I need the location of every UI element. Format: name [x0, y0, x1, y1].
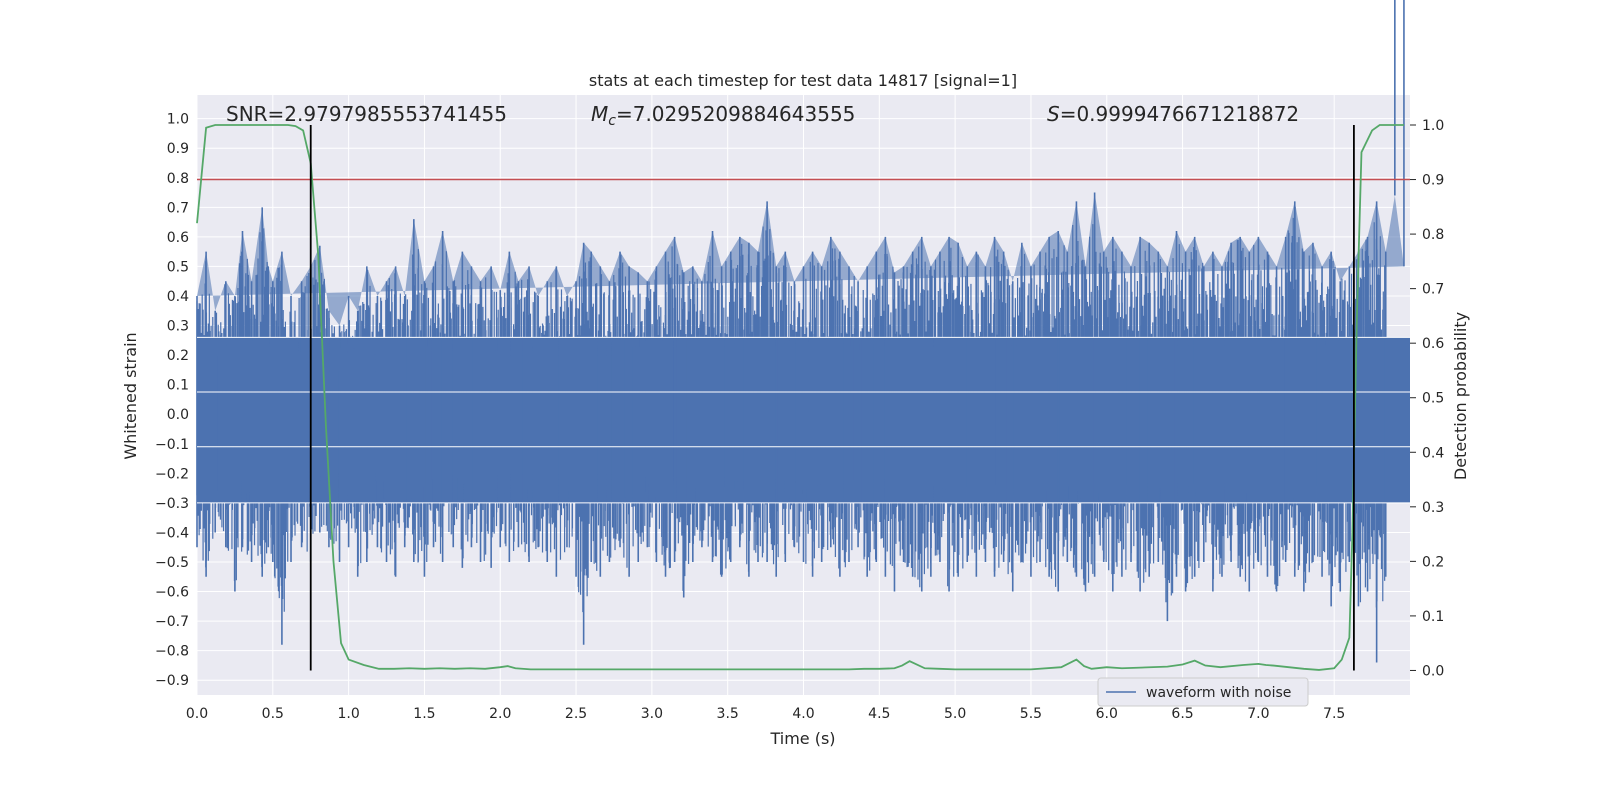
detection-probability-line	[196, 124, 1404, 671]
chirp-mass-symbol: M	[591, 102, 608, 126]
x-tick-label: 1.0	[337, 706, 359, 722]
vertical-markers	[309, 125, 1355, 671]
score-symbol: S	[1047, 102, 1060, 126]
y2-tick-label: 0.6	[1422, 336, 1444, 352]
y-tick-label: 0.9	[167, 141, 189, 157]
x-tick-label: 0.0	[186, 706, 208, 722]
y-tick-label: 0.2	[167, 348, 189, 364]
y-tick-label: 0.7	[167, 200, 189, 216]
y2-tick-label: 0.8	[1422, 227, 1444, 243]
chart-title: stats at each timestep for test data 148…	[589, 71, 1017, 90]
x-axis-label: Time (s)	[769, 729, 835, 748]
y-tick-label: 0.8	[167, 171, 189, 187]
x-tick-label: 7.5	[1323, 706, 1345, 722]
y-tick-label: −0.8	[155, 644, 189, 660]
y2-tick-label: 1.0	[1422, 118, 1444, 134]
y-tick-label: −0.9	[155, 673, 189, 689]
x-tick-label: 2.5	[565, 706, 587, 722]
y-tick-label: 0.6	[167, 230, 189, 246]
detection-probability-series	[196, 124, 1404, 671]
x-tick-label: 6.5	[1171, 706, 1193, 722]
x-tick-label: 2.0	[489, 706, 511, 722]
y2-tick-label: 0.2	[1422, 554, 1444, 570]
y2-axis-ticks: 1.0 0.9 0.8 0.7 0.6 0.5 0.4 0.3 0.2 0.1 0.0	[1410, 118, 1444, 679]
x-tick-label: 5.0	[944, 706, 966, 722]
x-tick-label: 6.0	[1096, 706, 1118, 722]
legend-box	[1097, 677, 1309, 707]
y-tick-label: 0.4	[167, 289, 189, 305]
chirp-mass-subscript: c	[608, 113, 616, 129]
x-tick-label: 4.5	[868, 706, 890, 722]
y-tick-label: 0.3	[167, 319, 189, 335]
chirp-mass-annotation: Mc=7.0295209884643555	[591, 102, 855, 129]
legend-label: waveform with noise	[1146, 685, 1291, 701]
y-axis-ticks: 1.0 0.9 0.8 0.7 0.6 0.5 0.4 0.3 0.2 0.1 0.0 −0.1 −0.…	[155, 112, 189, 690]
y2-tick-label: 0.0	[1422, 663, 1444, 679]
x-tick-label: 5.5	[1020, 706, 1042, 722]
y2-axis-label: Detection probability	[1451, 312, 1470, 480]
chirp-mass-value: =7.0295209884643555	[616, 102, 855, 126]
y-tick-label: −0.5	[155, 555, 189, 571]
y2-tick-label: 0.4	[1422, 445, 1444, 461]
y-tick-label: −0.1	[155, 437, 189, 453]
y-tick-label: −0.2	[155, 466, 189, 482]
x-tick-label: 7.0	[1247, 706, 1269, 722]
y2-tick-label: 0.3	[1422, 500, 1444, 516]
x-tick-label: 3.5	[717, 706, 739, 722]
score-annotation: S=0.9999476671218872	[1047, 102, 1299, 126]
y2-tick-label: 0.9	[1422, 173, 1444, 189]
score-value: =0.9999476671218872	[1060, 102, 1299, 126]
x-tick-label: 0.5	[262, 706, 284, 722]
y-tick-label: 0.5	[167, 259, 189, 275]
y2-tick-label: 0.7	[1422, 282, 1444, 298]
y-tick-label: −0.3	[155, 496, 189, 512]
y-axis-label: Whitened strain	[121, 332, 140, 459]
waveform-with-noise-series	[196, 0, 1410, 663]
y-tick-label: 0.1	[167, 378, 189, 394]
y-tick-label: 1.0	[167, 112, 189, 128]
y-tick-label: −0.7	[155, 614, 189, 630]
x-tick-label: 3.0	[641, 706, 663, 722]
x-tick-label: 1.5	[413, 706, 435, 722]
y-tick-label: −0.6	[155, 585, 189, 601]
y-tick-label: −0.4	[155, 525, 189, 541]
x-tick-label: 4.0	[792, 706, 814, 722]
y2-tick-label: 0.5	[1422, 391, 1444, 407]
x-axis-ticks: 0.0 0.5 1.0 1.5 2.0 2.5 3.0 3.5 4.0 4.5 5.0 5.5 6.0 6…	[186, 706, 1345, 722]
y-tick-label: 0.0	[167, 407, 189, 423]
legend: waveform with noise	[1097, 677, 1309, 707]
y2-tick-label: 0.1	[1422, 609, 1444, 625]
waveform-envelope	[197, 192, 1404, 326]
snr-annotation: SNR=2.9797985553741455	[226, 102, 507, 126]
